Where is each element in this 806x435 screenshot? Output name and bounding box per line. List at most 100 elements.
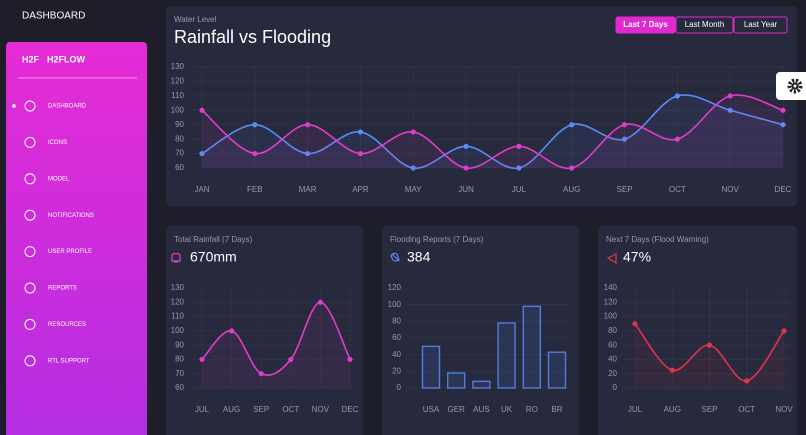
- bar: [421, 345, 441, 389]
- range-button-label[interactable]: Last Year: [744, 20, 778, 29]
- menu: DASHBOARD ICONS MODEL NOTIFICATIONS USER PRO…: [24, 100, 94, 367]
- y-tick-label: 80: [175, 134, 184, 143]
- point: [569, 165, 575, 171]
- point: [674, 93, 680, 99]
- menu-icon: [24, 355, 36, 367]
- menu-item: USER PROFILE: [48, 249, 92, 255]
- x-tick-label: GER: [448, 405, 466, 414]
- point: [258, 371, 264, 377]
- bar: [447, 372, 466, 389]
- y-tick-label: 60: [175, 163, 184, 172]
- menu-item: ICONS: [48, 140, 67, 146]
- point: [410, 129, 416, 135]
- x-tick-label: UK: [501, 405, 513, 414]
- point: [410, 165, 416, 171]
- card: [382, 226, 579, 435]
- menu-icon: [24, 282, 36, 294]
- point: [669, 367, 675, 373]
- y-tick-label: 70: [175, 149, 184, 158]
- x-tick-label: USA: [423, 405, 440, 414]
- brand: H2FLOW: [47, 54, 86, 64]
- point: [781, 328, 787, 334]
- y-tick-label: 80: [608, 326, 617, 335]
- menu-icon: [24, 209, 36, 221]
- point: [252, 122, 258, 128]
- point: [229, 328, 235, 334]
- range-button-label[interactable]: Last Month: [685, 20, 725, 29]
- y-tick-label: 120: [388, 283, 402, 292]
- range-button-label[interactable]: Last 7 Days: [623, 20, 668, 29]
- point: [516, 143, 522, 149]
- menu-icon: [24, 100, 36, 112]
- bar: [497, 322, 516, 389]
- point: [621, 136, 628, 142]
- x-tick-label: JUL: [512, 185, 527, 194]
- sidebar: [6, 42, 147, 435]
- card-stat: 384: [407, 249, 431, 265]
- x-tick-label: NOV: [775, 405, 793, 414]
- x-tick-label: AUS: [473, 405, 489, 414]
- y-tick-label: 130: [171, 62, 185, 71]
- point: [305, 150, 311, 157]
- menu-icon: [24, 136, 36, 148]
- x-tick-label: NOV: [312, 405, 330, 414]
- menu-icon: [24, 318, 36, 330]
- y-tick-label: 120: [171, 77, 185, 86]
- range-button[interactable]: [733, 16, 788, 34]
- point: [569, 122, 575, 128]
- bar: [472, 380, 491, 389]
- point: [288, 356, 294, 363]
- x-tick-label: BR: [551, 405, 562, 414]
- menu-item: DASHBOARD: [48, 104, 87, 110]
- y-tick-label: 100: [388, 300, 402, 309]
- x-tick-label: SEP: [617, 185, 633, 194]
- menu-icon: [24, 173, 36, 185]
- point: [317, 299, 323, 305]
- logo: H2F: [22, 54, 40, 64]
- point: [621, 122, 628, 128]
- bar: [522, 305, 541, 389]
- y-tick-label: 120: [171, 297, 185, 306]
- tag-icon: [390, 252, 400, 262]
- point: [706, 342, 713, 348]
- menu-icon: [24, 246, 36, 258]
- point: [199, 356, 205, 363]
- y-tick-label: 20: [392, 366, 401, 375]
- x-tick-label: APR: [352, 185, 369, 194]
- y-tick-label: 60: [608, 340, 617, 349]
- menu-item: REPORTS: [48, 286, 77, 292]
- x-tick-label: MAR: [299, 185, 317, 194]
- card-subtitle: Next 7 Days (Flood Warning): [606, 235, 709, 244]
- point: [674, 136, 680, 142]
- x-tick-label: OCT: [282, 405, 299, 414]
- range-button[interactable]: [675, 16, 734, 34]
- point: [305, 122, 311, 128]
- active-dot: [12, 104, 16, 108]
- x-tick-label: SEP: [701, 405, 717, 414]
- settings-icon: [787, 78, 803, 94]
- range-button[interactable]: [615, 16, 676, 34]
- y-tick-label: 100: [171, 326, 185, 335]
- card: [166, 226, 363, 435]
- app-header: DASHBOARD: [22, 11, 85, 22]
- megaphone-icon: [606, 253, 617, 265]
- settings-icon: [793, 84, 797, 88]
- x-tick-label: RO: [526, 405, 538, 414]
- x-tick-label: SEP: [253, 405, 269, 414]
- bell-icon: [171, 252, 181, 263]
- y-tick-label: 0: [397, 383, 402, 392]
- point: [199, 150, 205, 157]
- x-tick-label: FEB: [247, 185, 263, 194]
- x-tick-label: OCT: [669, 185, 686, 194]
- point: [780, 122, 786, 128]
- y-tick-label: 60: [392, 333, 401, 342]
- point: [463, 165, 469, 171]
- y-tick-label: 40: [392, 350, 401, 359]
- point: [347, 356, 353, 363]
- point: [357, 150, 364, 157]
- x-tick-label: AUG: [223, 405, 240, 414]
- x-tick-label: MAY: [405, 185, 422, 194]
- y-tick-label: 20: [608, 369, 617, 378]
- area: [202, 302, 350, 388]
